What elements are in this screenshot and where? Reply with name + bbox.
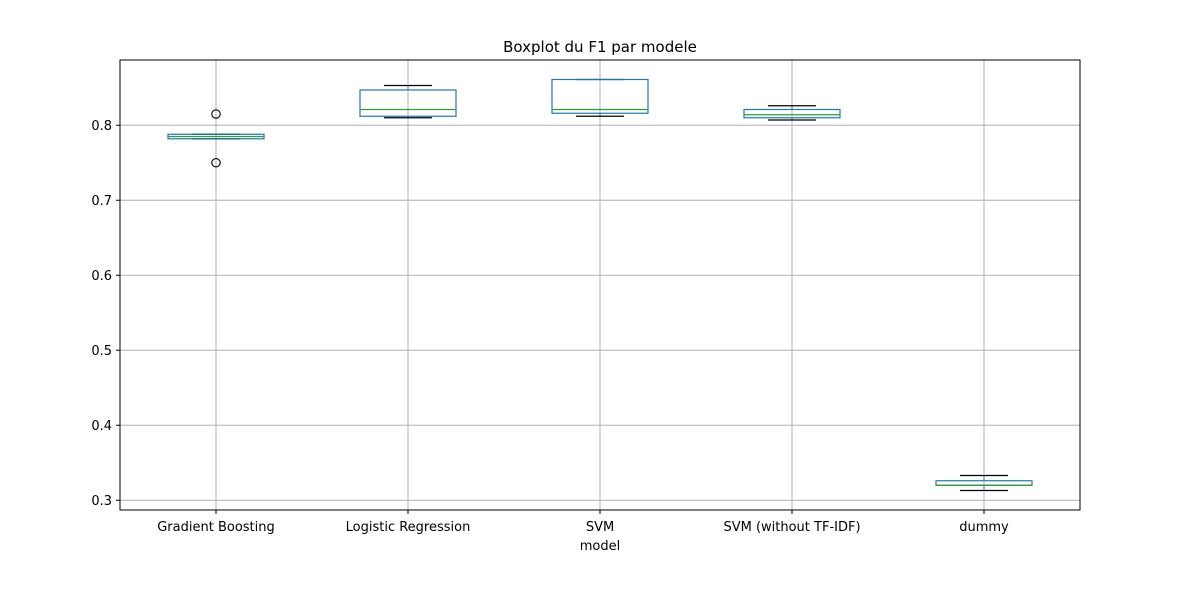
grid-layer — [120, 60, 1080, 510]
box-body — [743, 108, 841, 119]
box-svm — [551, 78, 649, 117]
x-tick-label: dummy — [959, 520, 1009, 535]
x-tick-label: Logistic Regression — [346, 520, 471, 535]
x-tick-label: Gradient Boosting — [157, 520, 275, 535]
box-gradient-boosting — [167, 109, 265, 168]
y-tick-label: 0.3 — [91, 494, 112, 509]
y-tick-label: 0.4 — [91, 419, 112, 434]
y-tick-label: 0.8 — [91, 119, 112, 134]
box-svm-without-tf-idf — [743, 105, 841, 121]
outlier-point — [211, 109, 221, 119]
x-axis-label: model — [580, 539, 620, 554]
box-body — [359, 89, 457, 117]
box-dummy — [935, 474, 1033, 492]
outlier-point — [211, 158, 221, 168]
y-tick-label: 0.6 — [91, 269, 112, 284]
x-tick-label: SVM (without TF-IDF) — [723, 520, 860, 535]
tick-layer: 0.3 0.4 0.5 0.6 0.7 0.8 Gradient Boosting Logis… — [91, 119, 1009, 535]
x-tick-label: SVM — [586, 520, 614, 535]
box-body — [551, 78, 649, 114]
y-tick-label: 0.5 — [91, 344, 112, 359]
box-logistic-regression — [359, 84, 457, 119]
box-layer — [167, 78, 1033, 492]
chart-title: Boxplot du F1 par modele — [503, 38, 697, 56]
y-tick-label: 0.7 — [91, 194, 112, 209]
